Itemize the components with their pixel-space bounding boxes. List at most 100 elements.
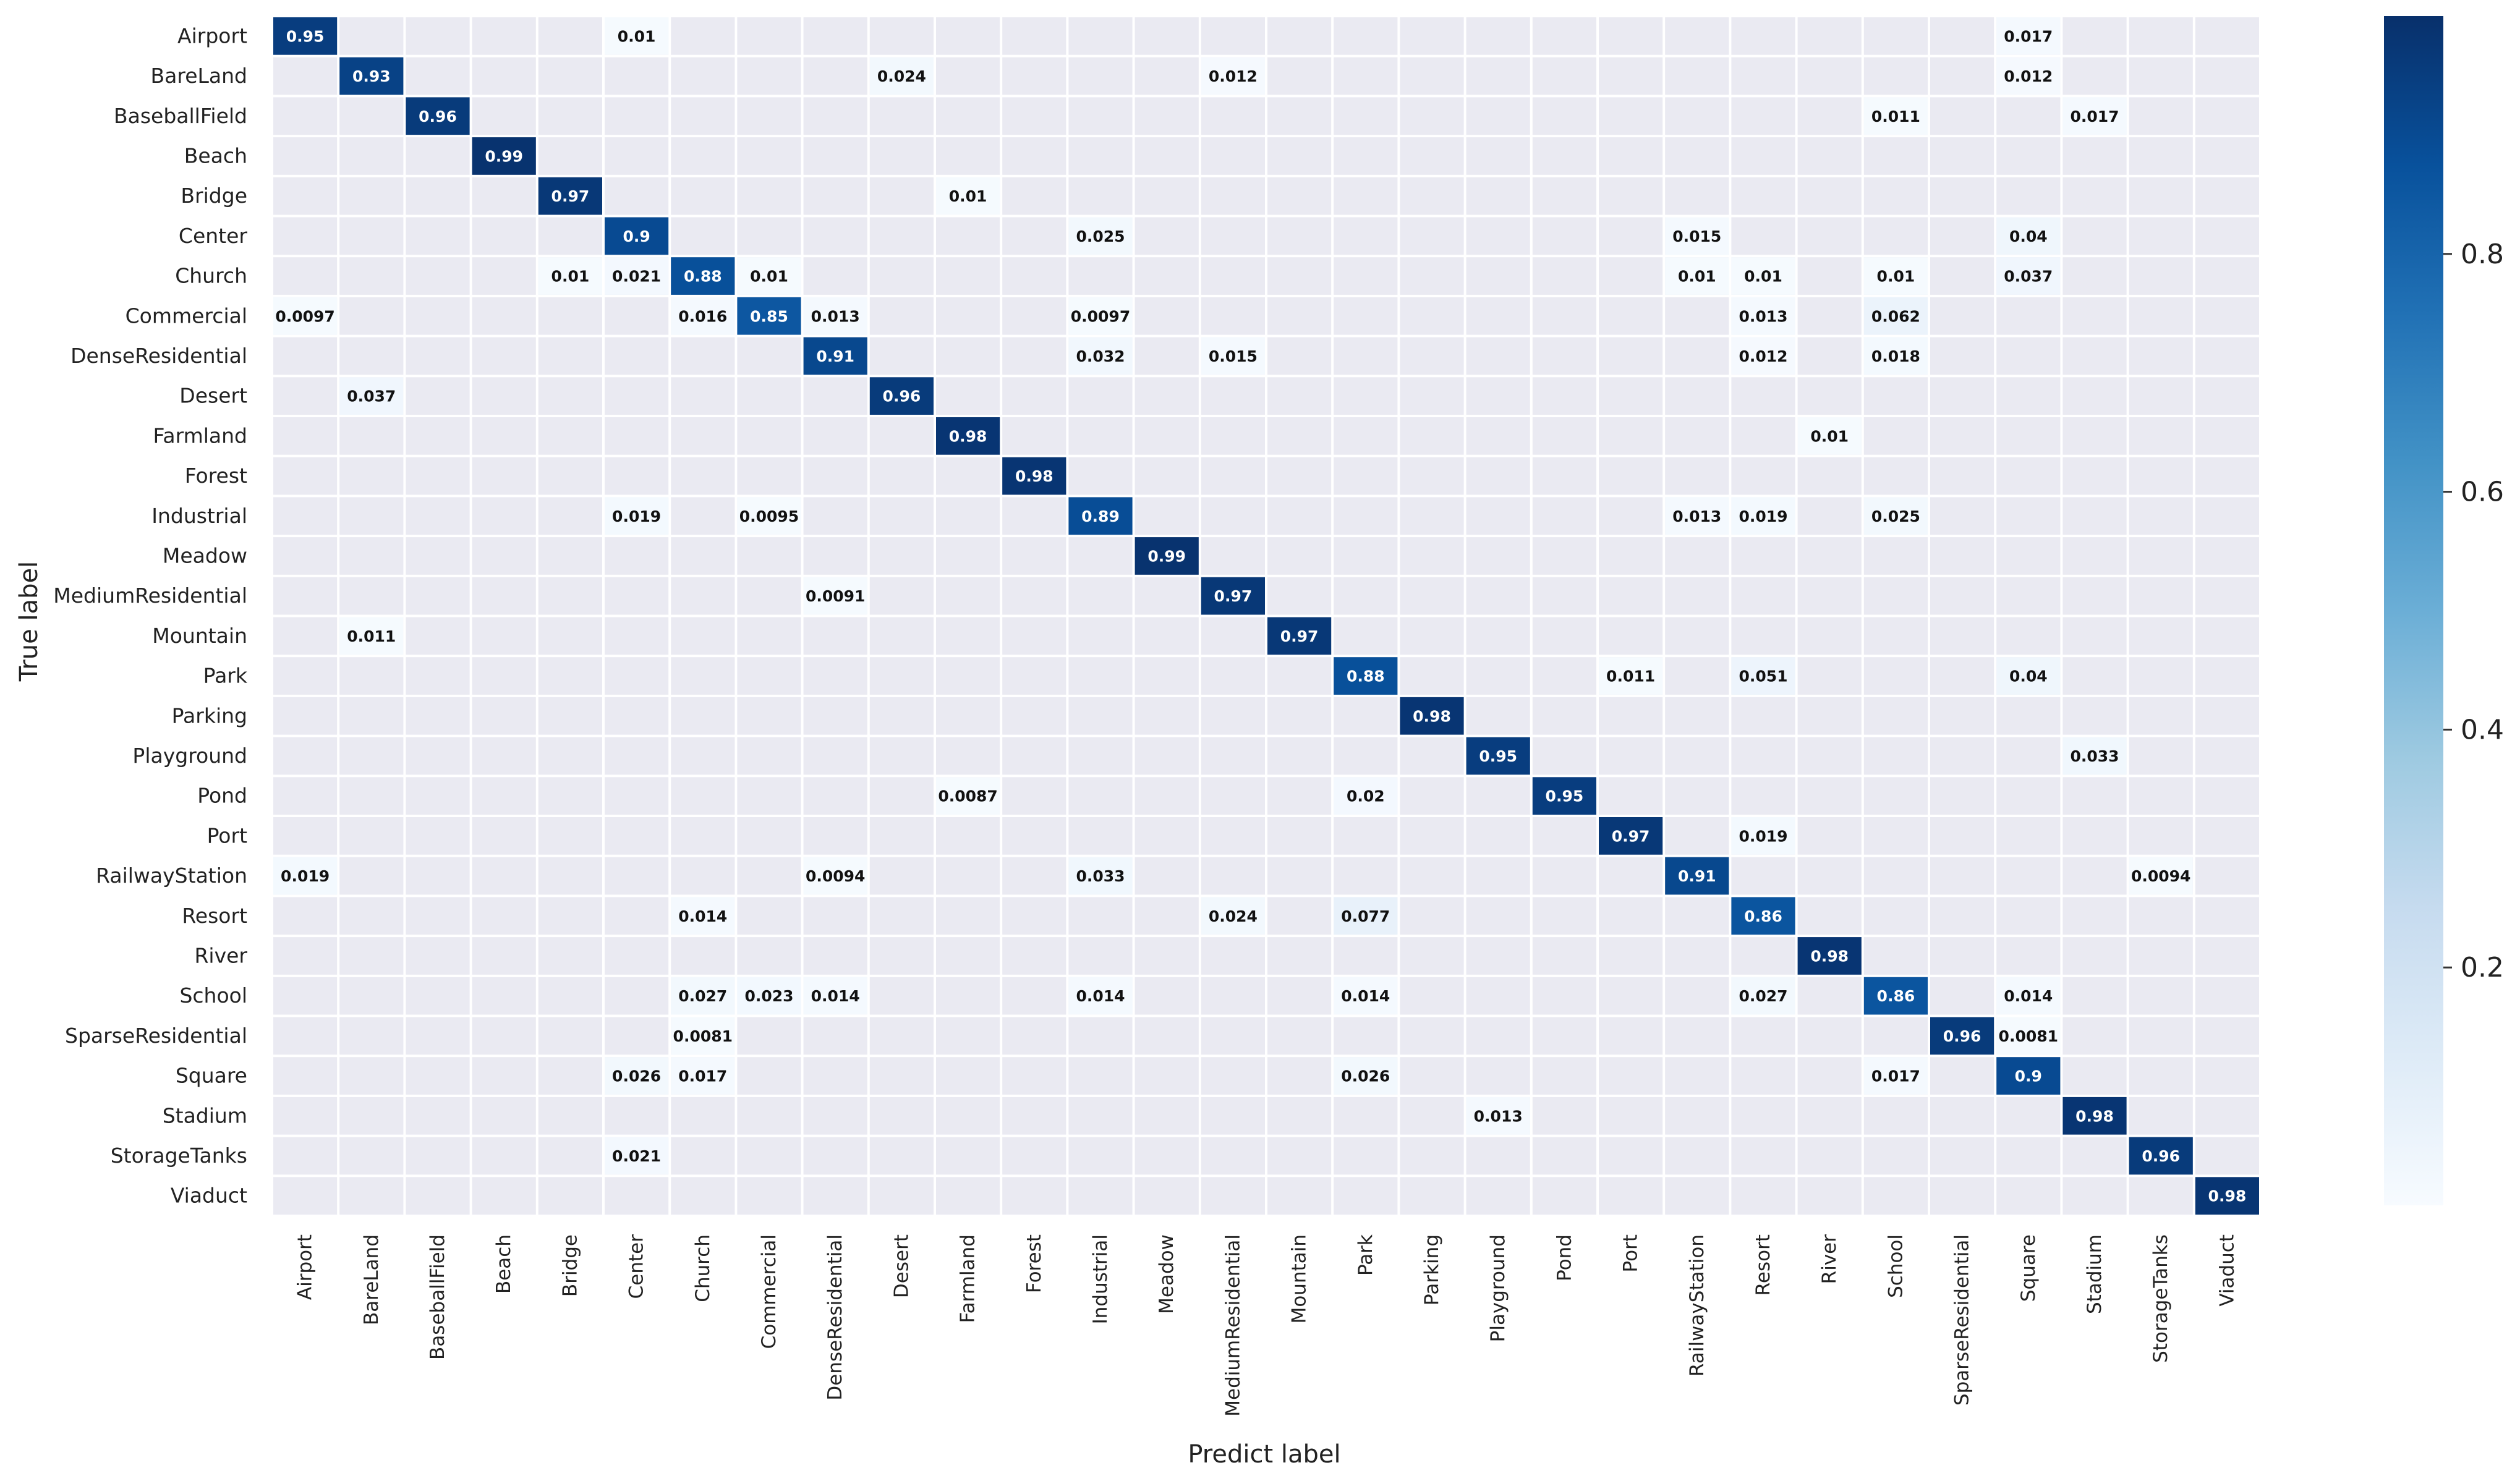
- heatmap-empty-cell: [1532, 417, 1596, 455]
- heatmap-empty-cell: [1400, 97, 1464, 135]
- heatmap-empty-cell: [1532, 937, 1596, 975]
- heatmap-empty-cell: [1996, 297, 2061, 335]
- heatmap-empty-cell: [1930, 577, 1994, 615]
- heatmap-empty-cell: [472, 337, 536, 375]
- heatmap-empty-cell: [1201, 297, 1265, 335]
- heatmap-empty-cell: [1930, 377, 1994, 415]
- heatmap-cell: [2062, 737, 2127, 775]
- heatmap-empty-cell: [1400, 1097, 1464, 1135]
- heatmap-empty-cell: [1267, 177, 1332, 215]
- heatmap-empty-cell: [1134, 137, 1199, 175]
- heatmap-empty-cell: [1334, 1017, 1398, 1055]
- heatmap-empty-cell: [1665, 1057, 1729, 1095]
- heatmap-empty-cell: [1599, 937, 1663, 975]
- heatmap-empty-cell: [1532, 337, 1596, 375]
- heatmap-empty-cell: [1532, 217, 1596, 255]
- heatmap-cell: [605, 257, 669, 295]
- heatmap-empty-cell: [1134, 57, 1199, 95]
- heatmap-empty-cell: [1665, 897, 1729, 935]
- heatmap-empty-cell: [1267, 417, 1332, 455]
- heatmap-empty-cell: [2195, 737, 2259, 775]
- heatmap-empty-cell: [2062, 1057, 2127, 1095]
- heatmap-empty-cell: [273, 937, 338, 975]
- heatmap-empty-cell: [869, 537, 934, 575]
- heatmap-empty-cell: [1400, 577, 1464, 615]
- heatmap-empty-cell: [472, 297, 536, 335]
- heatmap-empty-cell: [1134, 297, 1199, 335]
- heatmap-empty-cell: [605, 577, 669, 615]
- heatmap-cell: [1731, 657, 1795, 695]
- heatmap-empty-cell: [1532, 57, 1596, 95]
- heatmap-empty-cell: [1466, 497, 1530, 535]
- heatmap-empty-cell: [1930, 537, 1994, 575]
- heatmap-cell: [803, 337, 867, 375]
- heatmap-empty-cell: [803, 377, 867, 415]
- heatmap-empty-cell: [538, 217, 602, 255]
- heatmap-empty-cell: [1334, 1177, 1398, 1215]
- heatmap-empty-cell: [2129, 617, 2193, 655]
- y-tick-label: Desert: [179, 384, 247, 408]
- cell-value-label: 0.88: [684, 268, 722, 286]
- heatmap-empty-cell: [1068, 617, 1133, 655]
- heatmap-empty-cell: [1334, 177, 1398, 215]
- heatmap-empty-cell: [1267, 57, 1332, 95]
- heatmap-empty-cell: [1466, 1177, 1530, 1215]
- heatmap-empty-cell: [1797, 897, 1862, 935]
- x-tick-label: Church: [692, 1234, 714, 1302]
- cell-value-label: 0.014: [811, 987, 860, 1005]
- heatmap-empty-cell: [472, 497, 536, 535]
- y-tick-label: Bridge: [181, 184, 247, 208]
- heatmap-empty-cell: [406, 1057, 470, 1095]
- heatmap-empty-cell: [1466, 857, 1530, 895]
- heatmap-empty-cell: [803, 217, 867, 255]
- heatmap-empty-cell: [1930, 497, 1994, 535]
- heatmap-empty-cell: [1599, 137, 1663, 175]
- heatmap-empty-cell: [605, 137, 669, 175]
- heatmap-empty-cell: [1400, 737, 1464, 775]
- y-tick-label: SparseResidential: [65, 1024, 247, 1048]
- heatmap-empty-cell: [1599, 537, 1663, 575]
- heatmap-empty-cell: [1731, 777, 1795, 815]
- heatmap-empty-cell: [406, 617, 470, 655]
- cell-value-label: 0.89: [1081, 507, 1120, 525]
- heatmap-empty-cell: [406, 817, 470, 855]
- heatmap-empty-cell: [1863, 177, 1928, 215]
- heatmap-empty-cell: [273, 977, 338, 1015]
- cell-value-label: 0.96: [2142, 1147, 2180, 1165]
- y-tick-label: Viaduct: [171, 1184, 247, 1208]
- heatmap-empty-cell: [538, 1097, 602, 1135]
- heatmap-empty-cell: [1068, 1017, 1133, 1055]
- heatmap-empty-cell: [1797, 217, 1862, 255]
- heatmap-empty-cell: [472, 377, 536, 415]
- heatmap-empty-cell: [1201, 777, 1265, 815]
- heatmap-empty-cell: [1334, 617, 1398, 655]
- heatmap-empty-cell: [869, 817, 934, 855]
- cell-value-label: 0.9: [2015, 1067, 2042, 1085]
- heatmap-empty-cell: [1996, 1177, 2061, 1215]
- heatmap-empty-cell: [2195, 377, 2259, 415]
- heatmap-empty-cell: [538, 857, 602, 895]
- heatmap-empty-cell: [1134, 897, 1199, 935]
- heatmap-empty-cell: [406, 1097, 470, 1135]
- heatmap-empty-cell: [671, 417, 735, 455]
- heatmap-empty-cell: [1996, 777, 2061, 815]
- y-tick-label: Industrial: [151, 504, 247, 528]
- cell-value-label: 0.01: [1877, 268, 1915, 286]
- heatmap-empty-cell: [1466, 617, 1530, 655]
- heatmap-empty-cell: [538, 777, 602, 815]
- heatmap-cell: [1068, 337, 1133, 375]
- heatmap-cell: [671, 897, 735, 935]
- heatmap-empty-cell: [2062, 777, 2127, 815]
- heatmap-empty-cell: [1665, 1137, 1729, 1175]
- heatmap-empty-cell: [1068, 377, 1133, 415]
- heatmap-cell: [605, 1057, 669, 1095]
- y-tick-label: Airport: [177, 23, 247, 48]
- heatmap-empty-cell: [538, 1017, 602, 1055]
- heatmap-empty-cell: [2195, 257, 2259, 295]
- heatmap-empty-cell: [1930, 977, 1994, 1015]
- heatmap-empty-cell: [2129, 177, 2193, 215]
- heatmap-empty-cell: [1863, 897, 1928, 935]
- heatmap-empty-cell: [1731, 1057, 1795, 1095]
- heatmap-empty-cell: [1267, 577, 1332, 615]
- heatmap-empty-cell: [1201, 417, 1265, 455]
